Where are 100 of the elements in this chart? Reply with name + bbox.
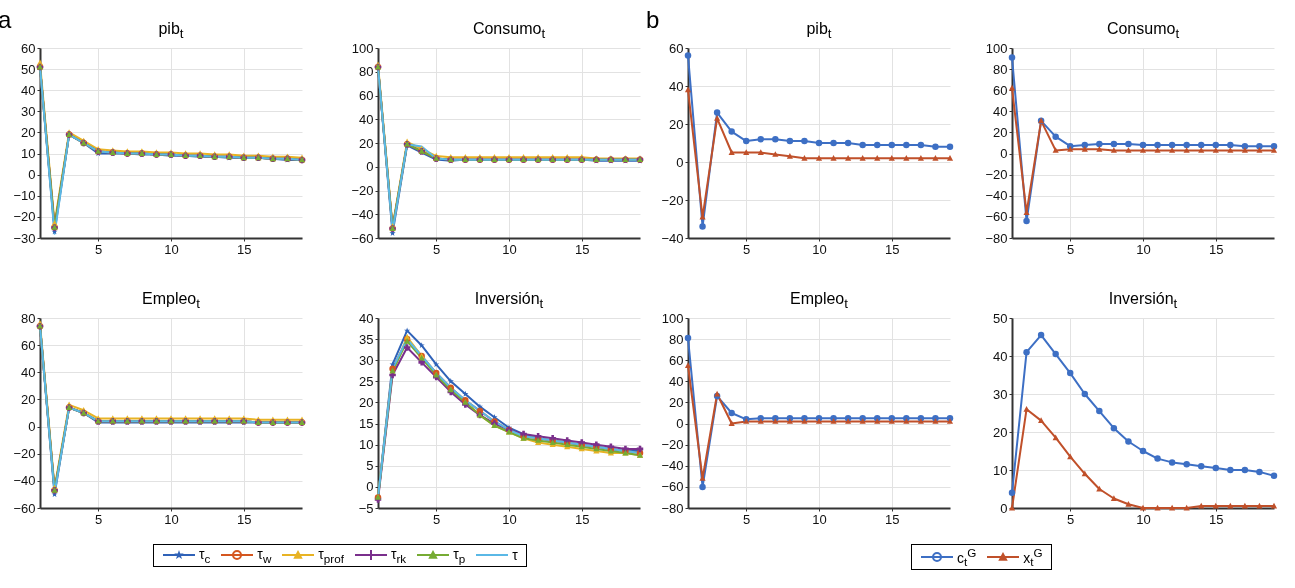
x-tick-label: 5 xyxy=(433,241,441,257)
y-tick-label: −40 xyxy=(661,458,684,474)
y-tick-label: 40 xyxy=(21,364,36,380)
x-tick-label: 15 xyxy=(575,241,590,257)
y-tick-label: −40 xyxy=(985,188,1008,204)
y-tick-label: 20 xyxy=(993,124,1008,140)
x-tick-label: 15 xyxy=(1209,241,1224,257)
x-tick-label: 5 xyxy=(743,241,751,257)
x-tick-label: 15 xyxy=(575,511,590,527)
x-tick-label: 5 xyxy=(1067,241,1075,257)
y-tick-label: 50 xyxy=(993,310,1008,326)
x-tick-label: 10 xyxy=(1136,511,1151,527)
legend-label: τ$_{rk}$ xyxy=(390,546,407,565)
x-tick-label: 5 xyxy=(95,241,103,257)
y-tick-label: −20 xyxy=(661,192,684,208)
y-tick-label: −20 xyxy=(13,209,36,225)
x-tick-label: 5 xyxy=(433,511,441,527)
legend-label: τ$_{p}$ xyxy=(453,546,466,565)
text: b xyxy=(646,6,660,34)
y-tick-label: 100 xyxy=(351,40,374,56)
y-tick-label: −60 xyxy=(351,230,374,246)
y-tick-label: 0 xyxy=(676,154,684,170)
x-tick-label: 5 xyxy=(1067,511,1075,527)
x-tick-label: 5 xyxy=(95,511,103,527)
y-tick-label: −80 xyxy=(661,500,684,516)
y-tick-label: −20 xyxy=(351,183,374,198)
x-tick-label: 15 xyxy=(1209,511,1224,527)
x-tick-label: 10 xyxy=(502,511,517,527)
legend-label: τ$_{c}$ xyxy=(199,546,211,565)
y-tick-label: −40 xyxy=(13,473,36,489)
y-tick-label: 0 xyxy=(1000,500,1008,516)
x-tick-label: 15 xyxy=(237,511,252,527)
y-tick-label: 15 xyxy=(359,416,374,432)
y-tick-label: 80 xyxy=(993,61,1008,77)
y-tick-label: 35 xyxy=(359,331,374,347)
y-tick-label: 40 xyxy=(669,373,684,389)
y-tick-label: 0 xyxy=(366,159,374,175)
y-tick-label: 60 xyxy=(669,40,684,56)
legend-label: τ xyxy=(512,547,518,564)
y-tick-label: 60 xyxy=(359,88,374,103)
y-tick-label: −30 xyxy=(13,230,36,246)
y-tick-label: 10 xyxy=(359,437,374,453)
chart-title: Inversión$_{t}$ xyxy=(1107,290,1179,312)
y-tick-label: 80 xyxy=(21,310,36,326)
y-tick-label: 0 xyxy=(28,167,36,183)
y-tick-label: 5 xyxy=(366,458,374,474)
y-tick-label: −80 xyxy=(985,230,1008,246)
y-tick-label: 10 xyxy=(993,462,1008,478)
y-tick-label: 60 xyxy=(993,82,1008,98)
x-tick-label: 10 xyxy=(812,241,827,257)
y-tick-label: 30 xyxy=(359,352,374,368)
y-tick-label: 80 xyxy=(359,64,374,80)
y-tick-label: 10 xyxy=(21,146,36,162)
chart-title: Inversión$_{t}$ xyxy=(473,290,545,312)
y-tick-label: −10 xyxy=(13,188,36,204)
y-tick-label: 20 xyxy=(993,424,1008,440)
y-tick-label: 60 xyxy=(21,40,36,56)
y-tick-label: 20 xyxy=(669,394,684,410)
x-tick-label: 15 xyxy=(237,241,252,257)
y-tick-label: 60 xyxy=(669,352,684,368)
y-tick-label: −20 xyxy=(661,437,684,453)
y-tick-label: 20 xyxy=(21,124,36,140)
y-tick-label: 0 xyxy=(1000,146,1008,162)
y-tick-label: 40 xyxy=(993,103,1008,119)
x-tick-label: 10 xyxy=(164,511,179,527)
y-tick-label: 80 xyxy=(669,331,684,347)
y-tick-label: 20 xyxy=(21,391,36,407)
y-tick-label: 0 xyxy=(676,416,684,432)
x-tick-label: 10 xyxy=(812,511,827,527)
y-tick-label: 0 xyxy=(366,479,374,495)
y-tick-label: −60 xyxy=(13,500,36,516)
y-tick-label: 40 xyxy=(359,310,374,326)
y-tick-label: 40 xyxy=(993,348,1008,364)
x-tick-label: 15 xyxy=(885,511,900,527)
y-tick-label: −20 xyxy=(13,446,36,462)
y-tick-label: 40 xyxy=(21,82,36,98)
y-tick-label: 20 xyxy=(669,116,684,132)
legend-label: τ$_{prof}$ xyxy=(318,546,344,565)
y-tick-label: −5 xyxy=(358,500,374,516)
y-tick-label: −40 xyxy=(351,206,374,222)
y-tick-label: 100 xyxy=(985,40,1008,56)
legend-label: τ$_{w}$ xyxy=(257,546,272,565)
x-tick-label: 10 xyxy=(164,241,179,257)
y-tick-label: 40 xyxy=(669,78,684,94)
y-tick-label: 40 xyxy=(359,111,374,127)
y-tick-label: 30 xyxy=(21,103,36,119)
y-tick-label: 25 xyxy=(359,373,374,389)
chart-title: Empleo$_{t}$ xyxy=(789,290,849,312)
x-tick-label: 10 xyxy=(1136,241,1151,257)
chart-title: Consumo$_{t}$ xyxy=(471,20,547,42)
y-tick-label: −60 xyxy=(985,209,1008,225)
x-tick-label: 5 xyxy=(743,511,751,527)
chart-title: pib$_{t}$ xyxy=(157,20,185,42)
chart-title: pib$_{t}$ xyxy=(805,20,833,42)
y-tick-label: −20 xyxy=(985,167,1008,183)
y-tick-label: 50 xyxy=(21,61,36,77)
chart-title: Consumo$_{t}$ xyxy=(1105,20,1181,42)
y-tick-label: 30 xyxy=(993,386,1008,402)
y-tick-label: 100 xyxy=(661,310,684,326)
y-tick-label: 20 xyxy=(359,394,374,410)
